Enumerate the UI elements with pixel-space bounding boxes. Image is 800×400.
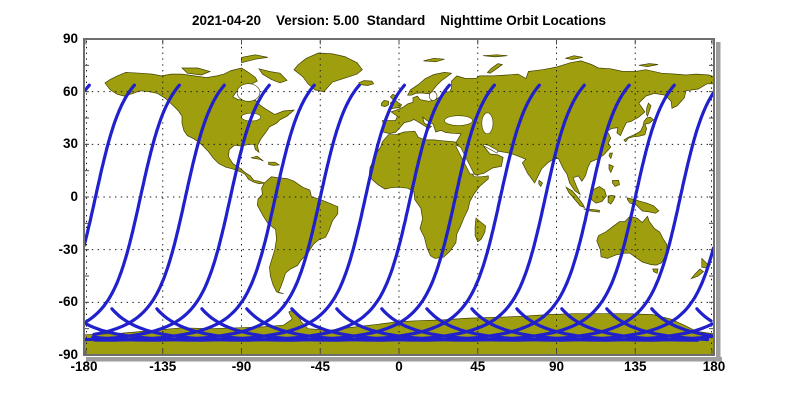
- land-sumatra: [565, 186, 586, 209]
- land-sulawesi: [607, 194, 616, 205]
- x-axis-label: 90: [548, 359, 565, 374]
- land-victoria: [181, 67, 212, 76]
- land-newsiberian: [638, 63, 659, 67]
- x-axis-label: 0: [395, 359, 403, 374]
- land-mindanao: [612, 179, 620, 187]
- orbit-track: [84, 83, 181, 324]
- orbit-track: [84, 83, 406, 342]
- y-axis-label: -30: [58, 241, 78, 257]
- land-severnaya: [565, 55, 583, 60]
- x-axis-label: 45: [470, 359, 486, 374]
- plot-shadow-bottom: [86, 357, 722, 362]
- orbit-track: [84, 83, 91, 92]
- land-svalbard: [423, 57, 445, 63]
- x-axis-label: -135: [149, 359, 177, 374]
- orbit-track: [695, 307, 713, 323]
- land-ireland: [381, 100, 389, 107]
- orbit-track: [91, 83, 361, 342]
- orbit-track: [290, 83, 631, 342]
- y-axis-label: 60: [62, 83, 78, 99]
- land-madagascar: [474, 217, 486, 243]
- water-black_sea: [444, 115, 473, 126]
- land-borneo: [590, 186, 607, 204]
- orbit-track: [84, 83, 136, 248]
- orbit-track: [93, 83, 316, 342]
- plot-border: [83, 38, 715, 356]
- orbit-track: [605, 307, 710, 342]
- land-iceland: [358, 80, 375, 86]
- land-tasmania: [652, 268, 659, 274]
- land-scandinavia: [407, 72, 453, 96]
- land-novayazemlya: [486, 63, 504, 74]
- plot-shadow-right: [716, 42, 721, 361]
- land-franzjosef: [482, 54, 508, 58]
- y-axis-label: 90: [62, 31, 78, 46]
- land-ellesmere: [241, 54, 268, 64]
- water-persian_gulf: [482, 143, 499, 154]
- x-axis-label: 180: [702, 359, 726, 374]
- orbit-track: [650, 307, 713, 338]
- orbit-track: [335, 83, 676, 342]
- orbit-track: [470, 307, 714, 342]
- water-baltic_sea: [428, 91, 438, 101]
- x-axis-label: -45: [310, 359, 330, 374]
- land-japan: [623, 116, 655, 143]
- land-srilanka: [538, 179, 543, 188]
- land-sakhalin: [646, 102, 652, 118]
- land-cuba: [251, 155, 264, 162]
- y-axis-label: 0: [70, 189, 78, 204]
- land-northamerica: [104, 67, 296, 185]
- orbit-track: [84, 83, 271, 342]
- land-baffin: [258, 68, 288, 84]
- y-axis-label: -90: [58, 347, 78, 362]
- land-luzon: [608, 163, 614, 174]
- orbit-track: [560, 307, 700, 342]
- plot-title: 2021-04-20 Version: 5.00 Standard Nightt…: [191, 13, 607, 28]
- x-axis-label: -90: [231, 359, 252, 374]
- x-axis-label: -180: [70, 359, 98, 374]
- land-taiwan: [608, 152, 613, 160]
- x-axis-label: 135: [623, 359, 647, 374]
- y-axis-label: -60: [58, 294, 78, 310]
- land-hispaniola: [268, 161, 281, 166]
- y-axis-label: 30: [62, 136, 78, 152]
- orbit-track: [92, 83, 226, 337]
- land-nz_south: [690, 268, 705, 280]
- land-greenland: [293, 52, 363, 93]
- water-hudson_bay: [236, 83, 261, 102]
- water-caspian_sea: [481, 112, 494, 135]
